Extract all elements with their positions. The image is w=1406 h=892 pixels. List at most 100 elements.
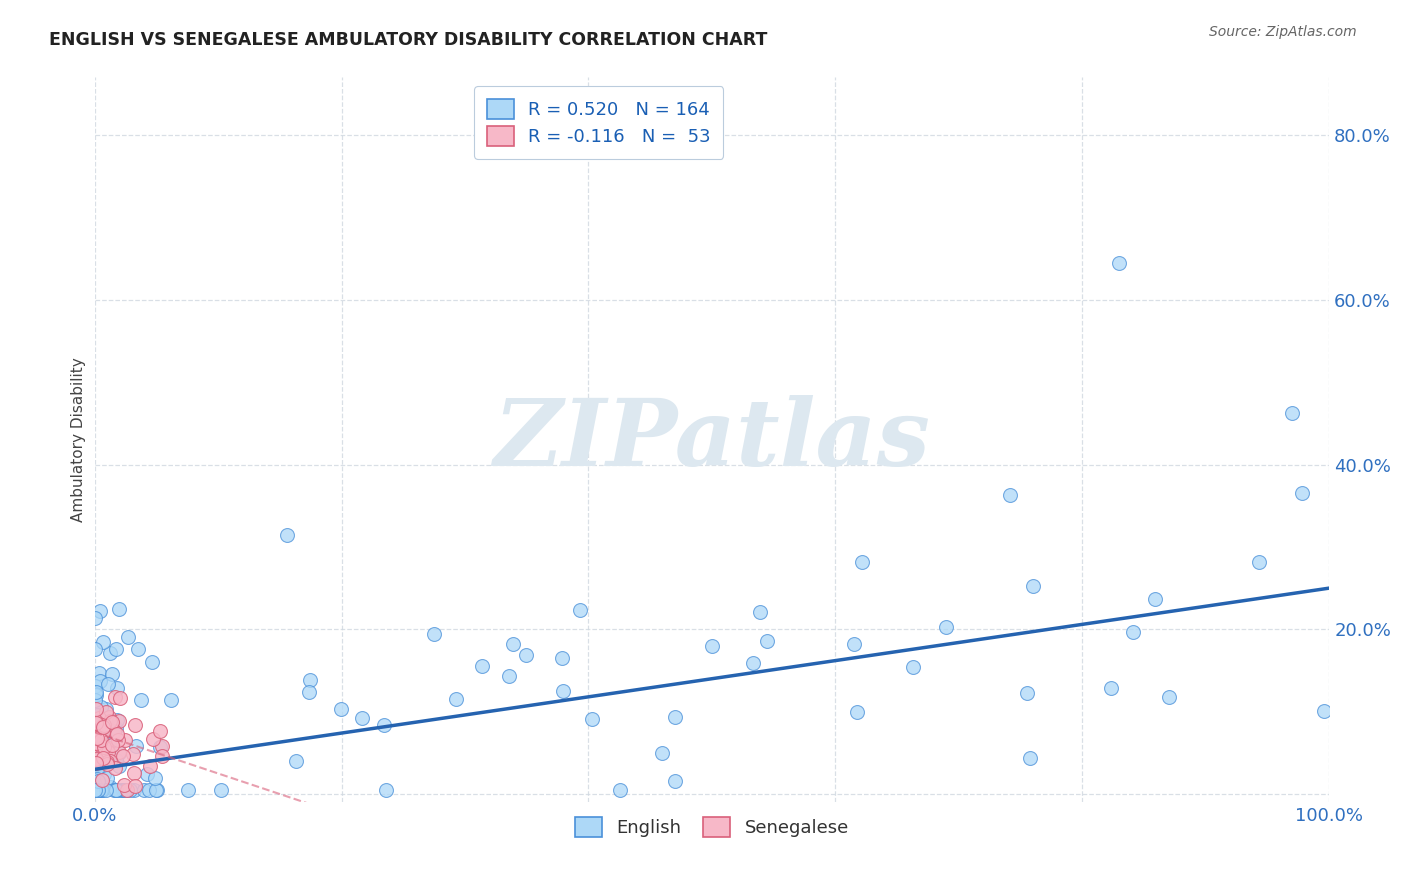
Point	[111, 748, 134, 763]
Text: ENGLISH VS SENEGALESE AMBULATORY DISABILITY CORRELATION CHART: ENGLISH VS SENEGALESE AMBULATORY DISABIL…	[49, 31, 768, 49]
Point	[84, 783, 107, 797]
Point	[84, 684, 107, 698]
Point	[86, 775, 108, 789]
Point	[298, 685, 321, 699]
Point	[89, 783, 111, 797]
Point	[97, 677, 120, 691]
Point	[1157, 690, 1180, 704]
Point	[86, 783, 108, 797]
Point	[93, 721, 115, 735]
Point	[89, 725, 111, 739]
Point	[741, 656, 763, 670]
Point	[89, 734, 111, 748]
Point	[108, 602, 131, 616]
Point	[83, 686, 105, 700]
Point	[105, 783, 128, 797]
Point	[89, 674, 111, 689]
Point	[98, 741, 121, 756]
Point	[136, 767, 159, 781]
Point	[998, 488, 1021, 502]
Point	[90, 783, 112, 797]
Point	[86, 783, 108, 797]
Point	[1108, 256, 1130, 270]
Point	[149, 739, 172, 754]
Point	[87, 760, 110, 774]
Point	[1143, 591, 1166, 606]
Point	[91, 750, 114, 764]
Point	[498, 669, 520, 683]
Point	[111, 783, 134, 797]
Point	[103, 724, 125, 739]
Legend: English, Senegalese: English, Senegalese	[568, 810, 856, 844]
Point	[84, 783, 107, 797]
Point	[160, 693, 183, 707]
Point	[903, 659, 925, 673]
Point	[83, 748, 105, 763]
Point	[609, 783, 631, 797]
Point	[84, 756, 107, 770]
Point	[96, 771, 118, 785]
Point	[89, 733, 111, 747]
Point	[551, 684, 574, 698]
Point	[98, 780, 121, 795]
Point	[97, 711, 120, 725]
Point	[107, 714, 129, 729]
Point	[90, 783, 112, 797]
Point	[112, 778, 135, 792]
Point	[98, 738, 121, 752]
Point	[105, 727, 128, 741]
Point	[84, 730, 107, 744]
Point	[352, 711, 374, 725]
Point	[104, 642, 127, 657]
Point	[83, 722, 105, 736]
Point	[108, 758, 131, 772]
Point	[83, 783, 105, 797]
Point	[94, 783, 117, 797]
Point	[1022, 578, 1045, 592]
Point	[84, 704, 107, 718]
Point	[87, 783, 110, 797]
Point	[97, 745, 120, 759]
Point	[104, 761, 127, 775]
Point	[103, 783, 125, 797]
Point	[90, 719, 112, 733]
Point	[83, 757, 105, 772]
Point	[90, 699, 112, 714]
Point	[84, 758, 107, 772]
Point	[755, 633, 778, 648]
Point	[125, 739, 148, 753]
Point	[89, 711, 111, 725]
Point	[209, 783, 232, 797]
Point	[105, 713, 128, 727]
Point	[105, 721, 128, 735]
Point	[96, 755, 118, 769]
Point	[93, 767, 115, 781]
Point	[1313, 704, 1336, 718]
Point	[101, 739, 124, 753]
Point	[87, 783, 110, 797]
Point	[83, 611, 105, 625]
Point	[91, 720, 114, 734]
Point	[89, 735, 111, 749]
Point	[284, 754, 307, 768]
Point	[444, 692, 467, 706]
Point	[101, 667, 124, 681]
Point	[108, 783, 131, 797]
Point	[1018, 751, 1040, 765]
Point	[86, 772, 108, 786]
Point	[94, 702, 117, 716]
Point	[96, 756, 118, 771]
Point	[91, 724, 114, 739]
Point	[83, 783, 105, 797]
Point	[89, 756, 111, 770]
Point	[89, 739, 111, 753]
Point	[141, 655, 163, 669]
Point	[112, 783, 135, 797]
Point	[84, 693, 107, 707]
Point	[108, 746, 131, 760]
Point	[651, 746, 673, 760]
Point	[101, 714, 124, 729]
Point	[86, 757, 108, 772]
Point	[127, 642, 149, 657]
Point	[84, 727, 107, 741]
